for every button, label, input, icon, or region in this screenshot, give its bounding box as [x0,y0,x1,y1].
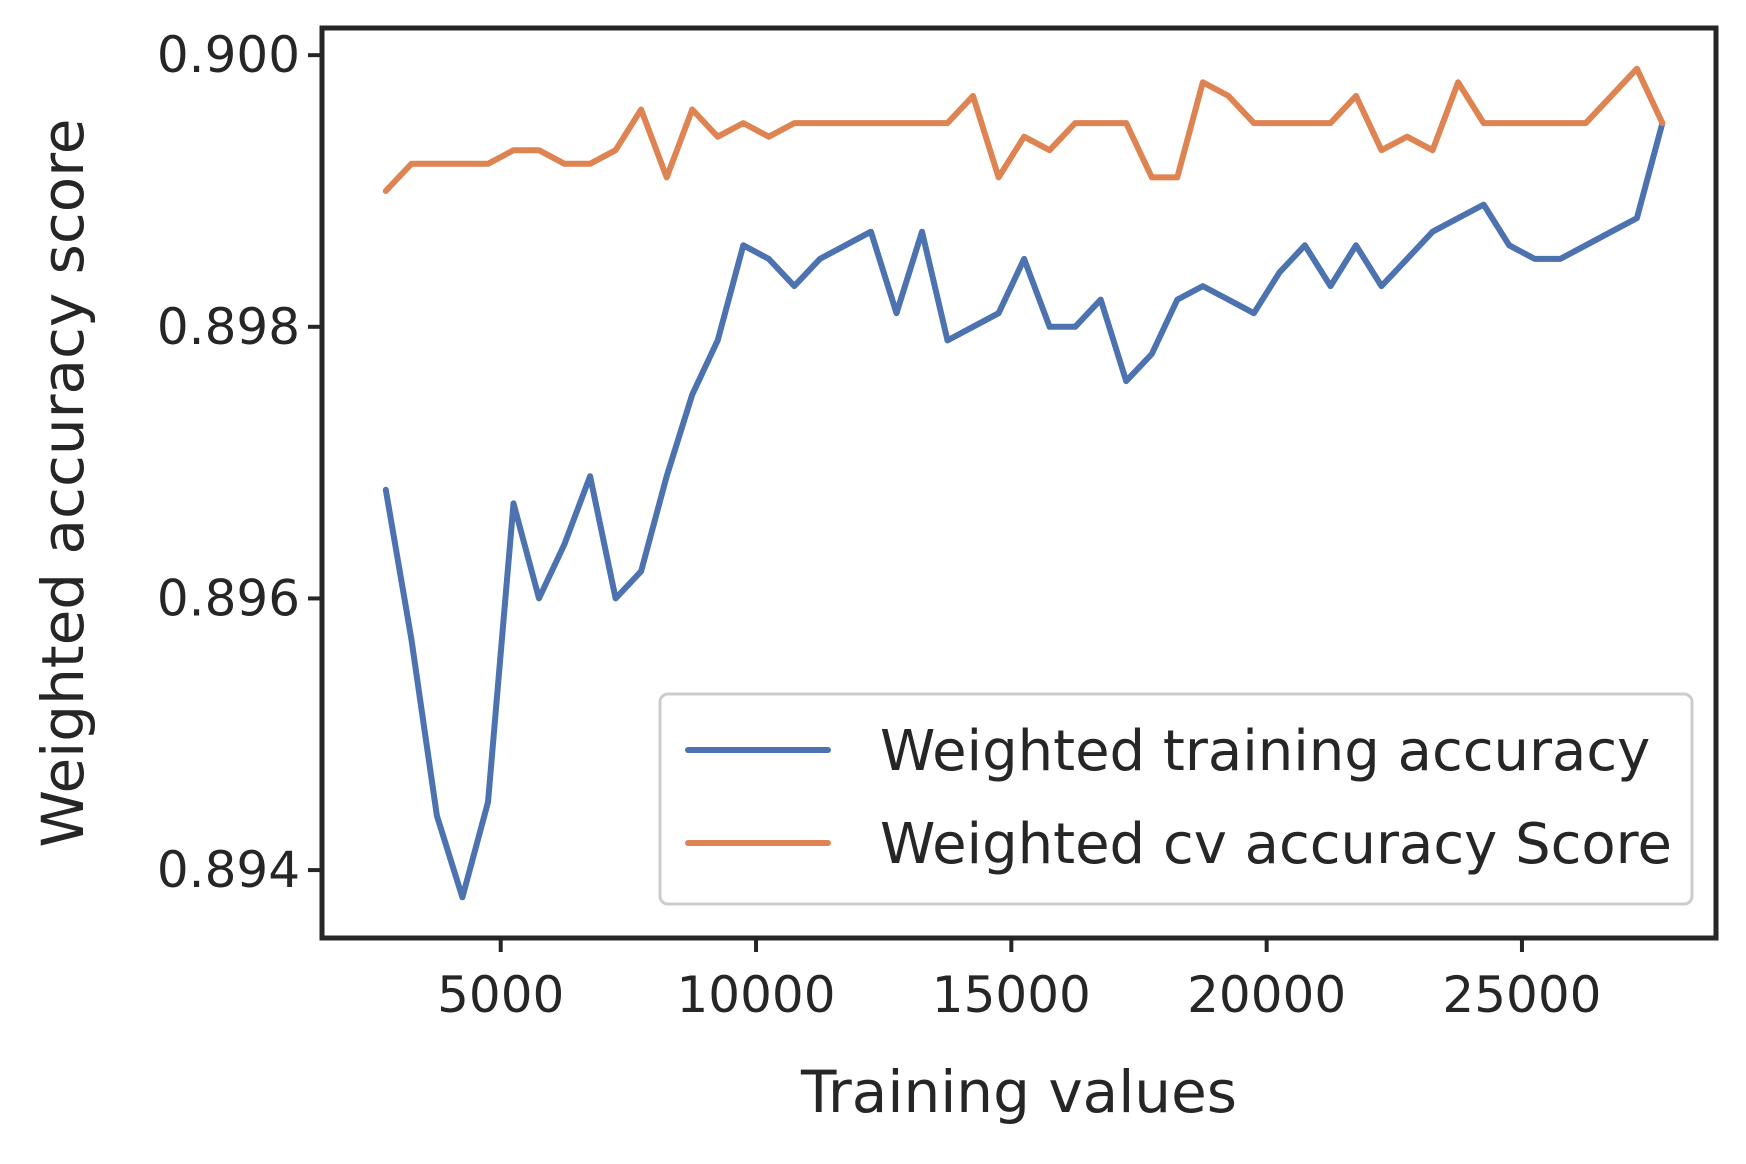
plot-area-frame [319,25,1719,941]
legend-box [658,692,1694,906]
x-tick-label: 20000 [1187,966,1346,1024]
y-tick-label: 0.898 [157,298,300,356]
x-tick-label: 25000 [1442,966,1601,1024]
series-line-training [382,120,1666,901]
x-tick-label: 10000 [676,966,835,1024]
x-tick-label: 15000 [932,966,1091,1024]
x-tick-label: 5000 [437,966,564,1024]
y-tick-label: 0.900 [157,26,300,84]
y-axis-ticks: 0.894 0.896 0.898 0.900 [157,26,322,899]
y-tick-label: 0.894 [157,841,300,899]
x-axis-label: Training values [800,1058,1237,1126]
series-lines [382,65,1666,901]
x-axis-ticks: 5000 10000 15000 20000 25000 [437,938,1601,1024]
y-tick-label: 0.896 [157,569,300,627]
legend-label-cv: Weighted cv accuracy Score [880,812,1672,877]
series-line-cv [382,65,1666,194]
legend: Weighted training accuracy Weighted cv a… [658,692,1694,906]
y-axis-label: Weighted accuracy score [29,119,97,848]
legend-label-training: Weighted training accuracy [880,719,1650,784]
